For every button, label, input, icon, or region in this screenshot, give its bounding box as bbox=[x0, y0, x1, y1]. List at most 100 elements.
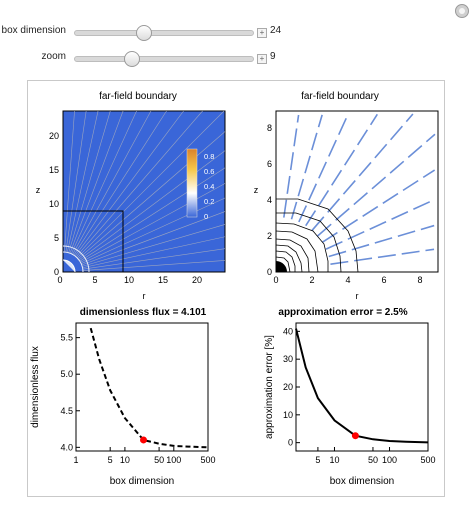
error-current-point bbox=[351, 432, 359, 440]
tl-streamline bbox=[72, 110, 152, 255]
br-xtick: 100 bbox=[382, 455, 397, 465]
tl-streamline bbox=[64, 110, 75, 253]
tr-streamline bbox=[298, 114, 349, 223]
legend-tick-4: 0 bbox=[204, 212, 208, 221]
top-left-plot: 0.8 0.6 0.4 0.2 0 0 5 10 15 20 0 5 10 15… bbox=[36, 110, 226, 301]
bl-xtick: 500 bbox=[200, 455, 215, 465]
br-ylabel: approximation error [%] bbox=[264, 335, 275, 439]
contour-3 bbox=[275, 222, 329, 272]
top-right-plot: 0 2 4 6 8 0 2 4 6 8 r z bbox=[254, 110, 439, 301]
top-left-title: far-field boundary bbox=[99, 91, 177, 102]
br-xlabel: box dimension bbox=[330, 476, 394, 487]
tr-streamline bbox=[325, 198, 435, 250]
box-dimension-slider-track[interactable] bbox=[74, 30, 254, 36]
tl-xtick-3: 15 bbox=[158, 275, 168, 285]
tl-streamline bbox=[78, 150, 226, 261]
tr-streamline bbox=[311, 113, 414, 231]
tl-streamline bbox=[73, 110, 167, 256]
tr-streamline bbox=[283, 114, 300, 218]
br-xtick: 10 bbox=[329, 455, 339, 465]
contour-2 bbox=[276, 212, 342, 273]
tr-xtick-1: 2 bbox=[309, 275, 314, 285]
flux-curve bbox=[89, 327, 209, 449]
tl-streamline bbox=[82, 260, 226, 271]
contour-8 bbox=[275, 256, 291, 273]
tl-streamline bbox=[80, 183, 226, 263]
br-yticks: 0 10 20 30 40 bbox=[283, 326, 300, 448]
tl-streamline bbox=[75, 110, 203, 258]
tr-streamline bbox=[305, 113, 378, 227]
tl-xlabel: r bbox=[143, 291, 146, 301]
gear-icon[interactable] bbox=[455, 4, 469, 18]
tl-streamline bbox=[65, 110, 87, 253]
tr-xtick-0: 0 bbox=[273, 275, 278, 285]
br-ytick: 0 bbox=[288, 438, 293, 448]
bl-ytick: 4.5 bbox=[60, 406, 73, 416]
tl-xtick-4: 20 bbox=[192, 275, 202, 285]
top-left-arc-3 bbox=[62, 259, 76, 273]
tl-xtick-0: 0 bbox=[57, 275, 62, 285]
tr-xtick-4: 8 bbox=[417, 275, 422, 285]
top-right-plot-frame bbox=[275, 110, 439, 273]
bl-xtick: 10 bbox=[120, 455, 130, 465]
tl-ytick-4: 20 bbox=[49, 131, 59, 141]
legend-tick-1: 0.6 bbox=[204, 167, 214, 176]
box-dimension-plus-icon[interactable]: + bbox=[257, 28, 267, 38]
top-right-contours bbox=[275, 198, 359, 273]
zoom-slider-thumb[interactable] bbox=[123, 51, 140, 67]
top-left-arc-1 bbox=[62, 245, 90, 273]
bl-ytick: 4.0 bbox=[60, 442, 73, 452]
zoom-label: zoom bbox=[41, 51, 66, 62]
tl-streamline bbox=[74, 110, 184, 257]
bl-ylabel: dimensionless flux bbox=[30, 346, 41, 428]
contour-7 bbox=[275, 250, 296, 272]
tr-ytick-2: 4 bbox=[267, 195, 272, 205]
tr-xtick-3: 6 bbox=[381, 275, 386, 285]
zoom-plus-icon[interactable]: + bbox=[257, 54, 267, 64]
bottom-right-plot: 5 10 50 100 500 0 10 20 30 40 box dimension appr… bbox=[264, 322, 436, 487]
tr-ytick-1: 2 bbox=[267, 231, 272, 241]
tl-ylabel: z bbox=[36, 185, 41, 195]
tl-streamline bbox=[76, 110, 225, 259]
tl-ytick-3: 15 bbox=[49, 165, 59, 175]
tr-streamline bbox=[290, 114, 323, 220]
br-ytick: 20 bbox=[283, 382, 293, 392]
bl-ytick: 5.0 bbox=[60, 369, 73, 379]
bottom-left-plot: 1 5 10 50 100 500 4.04.55.05.5 box dimension … bbox=[30, 322, 216, 487]
bl-yticks: 4.0 4.5 5.0 5.5 bbox=[60, 333, 80, 452]
top-left-color-legend bbox=[186, 148, 198, 218]
tl-streamline bbox=[68, 110, 111, 253]
bl-xtick: 5 bbox=[108, 455, 113, 465]
bl-ytick: 5.5 bbox=[60, 333, 73, 343]
bl-xlabel: box dimension bbox=[110, 476, 174, 487]
tr-streamline bbox=[328, 224, 435, 258]
tr-xtick-2: 4 bbox=[345, 275, 350, 285]
br-xticks: 5 10 50 100 500 bbox=[315, 447, 436, 465]
br-xtick: 5 bbox=[315, 455, 320, 465]
tr-ytick-3: 6 bbox=[267, 159, 272, 169]
tl-streamline bbox=[81, 197, 226, 264]
zoom-slider-track[interactable] bbox=[74, 56, 254, 62]
legend-tick-3: 0.2 bbox=[204, 197, 214, 206]
top-left-arc-2 bbox=[62, 251, 84, 273]
top-left-inner-box bbox=[62, 210, 124, 273]
bl-xticks: 1 5 10 50 100 500 bbox=[73, 447, 216, 465]
tl-streamline bbox=[82, 236, 226, 269]
bottom-right-title: approximation error = 2.5% bbox=[278, 307, 408, 318]
tr-streamline bbox=[330, 248, 435, 265]
br-ytick: 10 bbox=[283, 410, 293, 420]
br-ytick: 30 bbox=[283, 354, 293, 364]
contour-6 bbox=[275, 244, 303, 273]
output-panel: far-field boundary far-field boundary di… bbox=[27, 80, 445, 497]
flux-current-point bbox=[140, 436, 148, 444]
zoom-value: 9 bbox=[270, 51, 276, 62]
tl-xtick-2: 10 bbox=[124, 275, 134, 285]
bottom-left-plot-frame bbox=[75, 322, 209, 452]
tl-streamline bbox=[69, 110, 124, 254]
br-xtick: 500 bbox=[420, 455, 435, 465]
bottom-right-plot-frame bbox=[295, 322, 429, 452]
box-dimension-slider-thumb[interactable] bbox=[136, 25, 153, 41]
tl-streamline bbox=[82, 248, 226, 270]
tl-streamline bbox=[66, 110, 99, 253]
contour-4 bbox=[275, 230, 319, 273]
